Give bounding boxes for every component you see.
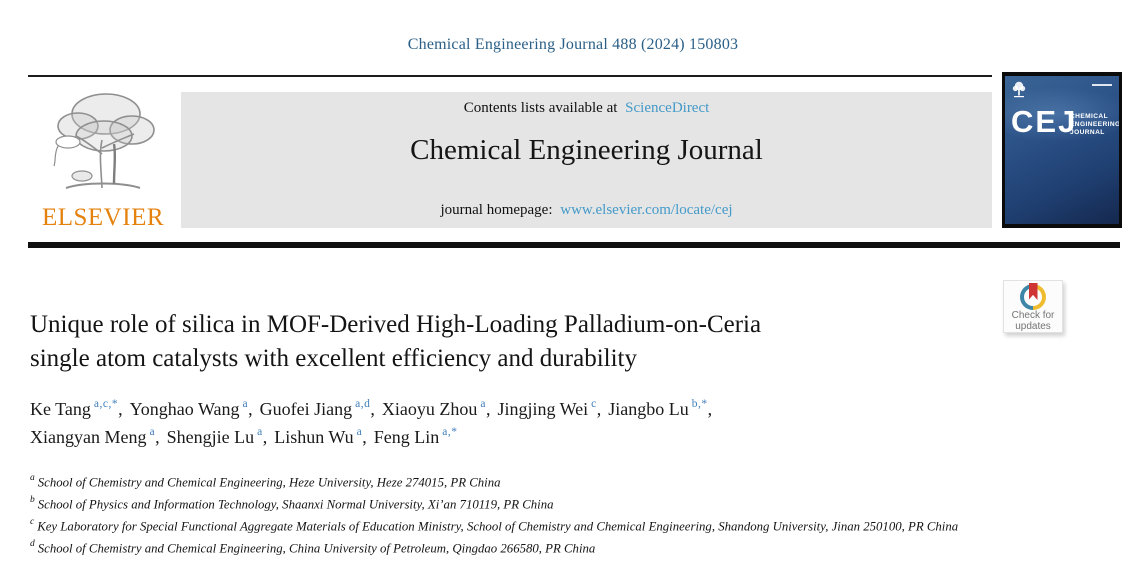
author-separator: , xyxy=(155,427,160,447)
author-name: Yonghao Wang xyxy=(129,399,240,419)
cover-swoosh-decoration xyxy=(1005,86,1119,156)
author-separator: , xyxy=(248,399,253,419)
elsevier-logo: ELSEVIER xyxy=(28,80,178,232)
affiliation-text: School of Chemistry and Chemical Enginee… xyxy=(37,541,596,556)
author-name: Guofei Jiang xyxy=(259,399,353,419)
crossmark-label-line-2: updates xyxy=(1015,320,1051,332)
crossmark-label: Check for updates xyxy=(1004,310,1062,332)
affiliation-text: Key Laboratory for Special Functional Ag… xyxy=(37,519,959,534)
journal-cover: CEJ CHEMICAL ENGINEERING JOURNAL xyxy=(1002,72,1122,228)
author: Xiaoyu Zhou a, xyxy=(381,398,491,419)
crossmark-bookmark-icon xyxy=(1028,283,1038,300)
author: Xiangyan Meng a, xyxy=(30,426,160,447)
cover-abbrev: CEJ xyxy=(1011,104,1078,139)
author: Jiangbo Lu b,*, xyxy=(608,398,713,419)
author-separator: , xyxy=(262,427,268,447)
homepage-line: journal homepage: www.elsevier.com/locat… xyxy=(181,202,992,219)
affiliation-superscript: d xyxy=(30,538,35,549)
author: Guofei Jiang a,d, xyxy=(259,398,375,419)
affiliation-superscript: b xyxy=(30,494,35,505)
contents-prefix: Contents lists available at xyxy=(463,100,618,116)
cover-name-line: JOURNAL xyxy=(1070,129,1105,136)
author-separator: , xyxy=(485,399,491,419)
author-superscript: a xyxy=(257,426,263,438)
author-superscript: a,* xyxy=(442,426,458,438)
author-superscript: a,c,* xyxy=(93,398,119,410)
contents-line: Contents lists available at ScienceDirec… xyxy=(181,100,992,117)
cover-name-line: ENGINEERING xyxy=(1070,121,1121,128)
author-name: Ke Tang xyxy=(30,399,91,419)
sciencedirect-link[interactable]: ScienceDirect xyxy=(625,100,710,116)
journal-title: Chemical Engineering Journal xyxy=(410,134,763,166)
author-superscript: a xyxy=(356,426,363,438)
elsevier-tree-icon xyxy=(53,93,155,189)
article-title-line-1: Unique role of silica in MOF-Derived Hig… xyxy=(30,311,762,338)
homepage-link[interactable]: www.elsevier.com/locate/cej xyxy=(560,202,733,218)
affiliation-row: c Key Laboratory for Special Functional A… xyxy=(30,514,978,536)
author-line-2: Xiangyan Meng a, Shengjie Lu a, Lishun Wu a, F… xyxy=(30,426,990,448)
cover-journal-name: CHEMICAL ENGINEERING JOURNAL xyxy=(1070,113,1121,137)
affiliation-superscript: a xyxy=(30,473,35,483)
article-title-line-2: single atom catalysts with excellent eff… xyxy=(30,345,637,372)
header-divider-bar xyxy=(28,242,1120,248)
crossmark-badge[interactable]: Check for updates xyxy=(1003,280,1063,333)
author-separator: , xyxy=(707,399,713,419)
header-top-rule xyxy=(28,75,992,77)
affiliation-text: School of Chemistry and Chemical Enginee… xyxy=(37,475,501,490)
author-name: Xiaoyu Zhou xyxy=(381,399,478,419)
cover-issn-mark xyxy=(1092,84,1112,86)
elsevier-wordmark: ELSEVIER xyxy=(41,204,165,231)
author: Shengjie Lu a, xyxy=(166,426,268,447)
author-separator: , xyxy=(596,399,602,419)
crossmark-icon xyxy=(1020,283,1046,310)
author: Lishun Wu a, xyxy=(274,426,367,447)
affiliations: a School of Chemistry and Chemical Engine… xyxy=(30,470,978,558)
author-superscript: a xyxy=(480,398,486,410)
author: Feng Lin a,* xyxy=(373,426,458,447)
cover-name-line: CHEMICAL xyxy=(1070,113,1108,120)
affiliation-row: d School of Chemistry and Chemical Engine… xyxy=(30,536,978,558)
author: Ke Tang a,c,*, xyxy=(30,398,123,419)
masthead-box: Contents lists available at ScienceDirec… xyxy=(181,92,992,228)
author-superscript: a,d xyxy=(355,398,371,410)
author-superscript: a xyxy=(149,426,156,438)
homepage-prefix: journal homepage: xyxy=(440,202,553,218)
affiliation-superscript: c xyxy=(30,516,35,527)
citation-header: Chemical Engineering Journal 488 (2024) … xyxy=(407,36,739,53)
author-name: Xiangyan Meng xyxy=(30,427,147,447)
author-superscript: b,* xyxy=(691,398,708,410)
article-title: Unique role of silica in MOF-Derived Hig… xyxy=(30,308,980,376)
author-separator: , xyxy=(118,399,123,419)
author: Yonghao Wang a, xyxy=(129,398,253,419)
crossmark-label-line-1: Check for xyxy=(1011,310,1055,321)
affiliation-row: a School of Chemistry and Chemical Engine… xyxy=(30,470,978,492)
author: Jingjing Wei c, xyxy=(497,398,602,419)
author-name: Jingjing Wei xyxy=(497,399,589,419)
author-name: Lishun Wu xyxy=(274,427,354,447)
author-line-1: Ke Tang a,c,*, Yonghao Wang a, Guofei Jiang a… xyxy=(30,398,990,420)
author-name: Feng Lin xyxy=(373,427,440,447)
author-name: Jiangbo Lu xyxy=(608,399,689,419)
author-superscript: a xyxy=(242,398,249,410)
affiliation-row: b School of Physics and Information Techn… xyxy=(30,492,978,514)
author-separator: , xyxy=(370,399,375,419)
author-superscript: c xyxy=(591,398,597,410)
cover-tree-icon xyxy=(1012,81,1026,98)
author-separator: , xyxy=(362,427,367,447)
affiliation-text: School of Physics and Information Techno… xyxy=(37,497,554,512)
author-name: Shengjie Lu xyxy=(166,427,255,447)
